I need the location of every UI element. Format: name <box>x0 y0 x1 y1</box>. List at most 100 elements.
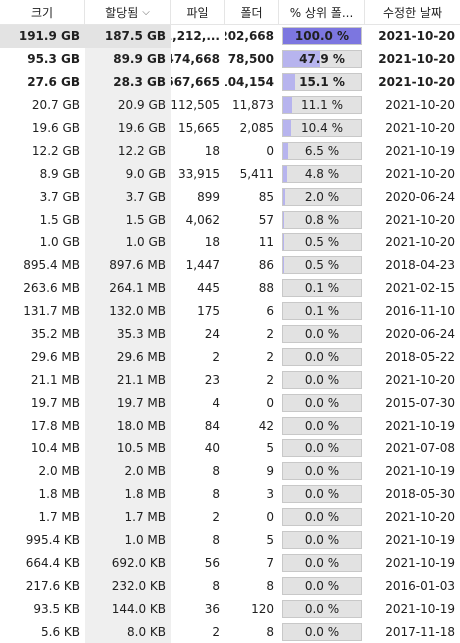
percent-parent-cell: 0.1 % <box>279 277 365 300</box>
percent-bar: 0.0 % <box>282 325 362 343</box>
percent-parent-cell: 0.0 % <box>279 460 365 483</box>
percent-parent-cell: 2.0 % <box>279 185 365 208</box>
percent-parent-cell: 0.0 % <box>279 345 365 368</box>
percent-parent-cell: 47.9 % <box>279 48 365 71</box>
percent-bar: 0.0 % <box>282 439 362 457</box>
allocated-cell: 29.6 MB <box>85 345 171 368</box>
allocated-cell: 21.1 MB <box>85 368 171 391</box>
percent-bar: 0.8 % <box>282 211 362 229</box>
size-cell: 20.7 GB <box>0 94 85 117</box>
column-header-modified[interactable]: 수정한 날짜 <box>365 0 460 24</box>
size-cell: 5.6 KB <box>0 620 85 643</box>
allocated-cell: 18.0 MB <box>85 414 171 437</box>
percent-label: 6.5 % <box>283 143 361 159</box>
table-header: 크기 할당됨 ⌵ 파일 폴더 % 상위 폴... 수정한 날짜 <box>0 0 460 25</box>
percent-bar: 0.0 % <box>282 462 362 480</box>
size-cell: 995.4 KB <box>0 529 85 552</box>
allocated-cell: 187.5 GB <box>85 25 171 48</box>
folders-cell: 5,411 <box>225 162 279 185</box>
folders-cell: 11 <box>225 231 279 254</box>
allocated-cell: 132.0 MB <box>85 300 171 323</box>
modified-date-cell: 2021-10-19 <box>365 529 460 552</box>
allocated-cell: 35.3 MB <box>85 323 171 346</box>
size-cell: 29.6 MB <box>0 345 85 368</box>
percent-parent-cell: 0.0 % <box>279 368 365 391</box>
modified-date-cell: 2021-10-20 <box>365 208 460 231</box>
modified-date-cell: 2018-05-30 <box>365 483 460 506</box>
files-cell: 8 <box>171 574 225 597</box>
column-header-allocated[interactable]: 할당됨 ⌵ <box>85 0 171 24</box>
allocated-cell: 8.0 KB <box>85 620 171 643</box>
files-cell: 18 <box>171 139 225 162</box>
modified-date-cell: 2021-10-20 <box>365 25 460 48</box>
percent-bar: 0.5 % <box>282 256 362 274</box>
column-header-percent-parent[interactable]: % 상위 폴... <box>279 0 365 24</box>
size-cell: 27.6 GB <box>0 71 85 94</box>
percent-parent-cell: 0.8 % <box>279 208 365 231</box>
modified-date-cell: 2018-04-23 <box>365 254 460 277</box>
percent-parent-cell: 0.0 % <box>279 414 365 437</box>
percent-bar: 0.0 % <box>282 348 362 366</box>
size-cell: 17.8 MB <box>0 414 85 437</box>
percent-bar: 0.0 % <box>282 417 362 435</box>
percent-label: 0.5 % <box>283 234 361 250</box>
percent-label: 0.8 % <box>283 212 361 228</box>
files-cell: 18 <box>171 231 225 254</box>
folders-cell: 2 <box>225 368 279 391</box>
folders-cell: 202,668 <box>225 25 279 48</box>
column-header-size[interactable]: 크기 <box>0 0 85 24</box>
modified-date-cell: 2021-10-20 <box>365 506 460 529</box>
percent-label: 0.1 % <box>283 280 361 296</box>
percent-label: 0.0 % <box>283 372 361 388</box>
column-header-files[interactable]: 파일 <box>171 0 225 24</box>
column-header-folders[interactable]: 폴더 <box>225 0 279 24</box>
allocated-cell: 897.6 MB <box>85 254 171 277</box>
percent-bar: 100.0 % <box>282 27 362 45</box>
size-cell: 8.9 GB <box>0 162 85 185</box>
percent-parent-cell: 6.5 % <box>279 139 365 162</box>
percent-parent-cell: 0.0 % <box>279 437 365 460</box>
percent-bar: 0.0 % <box>282 485 362 503</box>
percent-bar: 0.0 % <box>282 394 362 412</box>
percent-parent-cell: 0.0 % <box>279 506 365 529</box>
percent-parent-cell: 0.0 % <box>279 574 365 597</box>
allocated-cell: 10.5 MB <box>85 437 171 460</box>
percent-parent-cell: 0.0 % <box>279 529 365 552</box>
column-header-label: 할당됨 <box>105 4 138 21</box>
percent-label: 0.0 % <box>283 555 361 571</box>
files-cell: 8 <box>171 483 225 506</box>
modified-date-cell: 2021-10-20 <box>365 117 460 140</box>
percent-parent-cell: 15.1 % <box>279 71 365 94</box>
percent-bar: 11.1 % <box>282 96 362 114</box>
column-header-label: 파일 <box>186 4 208 21</box>
percent-label: 100.0 % <box>283 28 361 44</box>
